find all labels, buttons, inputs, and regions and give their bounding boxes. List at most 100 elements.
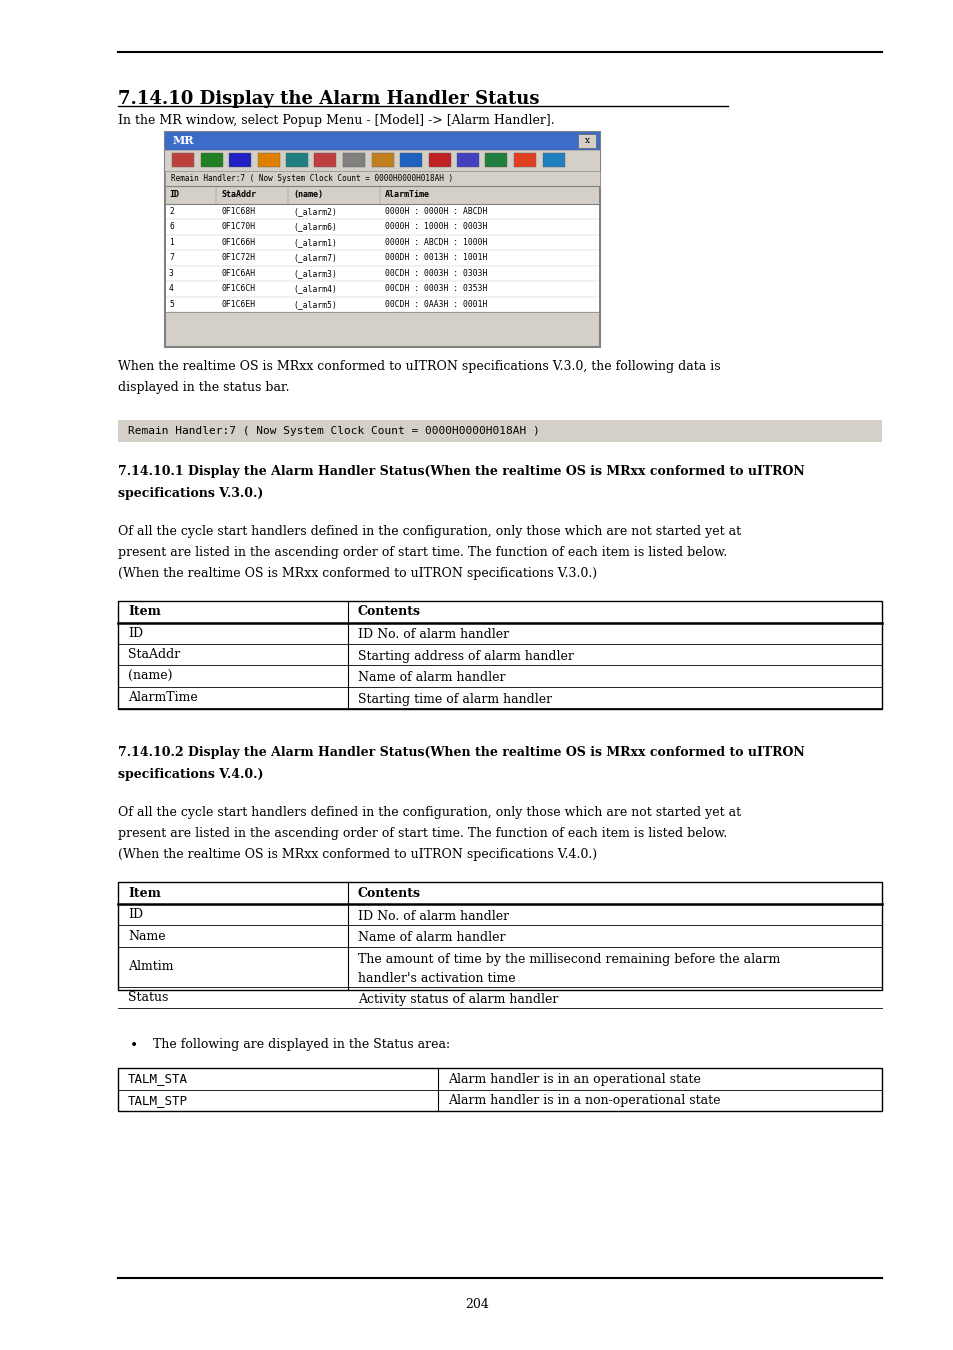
Text: (_alarm2): (_alarm2) [293,207,336,216]
Text: AlarmTime: AlarmTime [128,691,197,705]
Text: ID No. of alarm handler: ID No. of alarm handler [357,910,509,923]
Text: (_alarm3): (_alarm3) [293,269,336,278]
Bar [542,153,564,167]
Text: Alarm handler is in a non-operational state: Alarm handler is in a non-operational st… [448,1094,720,1107]
Text: 7.14.10.1 Display the Alarm Handler Status(When the realtime OS is MRxx conforme: 7.14.10.1 Display the Alarm Handler Stat… [118,464,804,478]
Text: 6: 6 [169,223,173,231]
Text: Name: Name [128,930,166,942]
Text: 000DH : 0013H : 1001H: 000DH : 0013H : 1001H [385,254,487,262]
Text: (_alarm5): (_alarm5) [293,300,336,309]
Text: Contents: Contents [357,605,420,618]
Bar [166,266,598,281]
Text: x: x [584,136,589,146]
Text: TALM_STA: TALM_STA [128,1072,188,1085]
Text: Name of alarm handler: Name of alarm handler [357,931,505,945]
Bar [200,153,222,167]
Bar [166,235,598,250]
Text: (name): (name) [293,190,323,200]
Text: TALM_STP: TALM_STP [128,1094,188,1107]
Text: 5: 5 [169,300,173,309]
Bar [456,153,478,167]
Bar [165,170,599,186]
Text: (name): (name) [128,670,172,683]
Bar [371,153,393,167]
Text: Remain Handler:7 ( Now System Clock Count = 0000H0000H018AH ): Remain Handler:7 ( Now System Clock Coun… [171,174,453,182]
Text: Of all the cycle start handlers defined in the configuration, only those which a: Of all the cycle start handlers defined … [118,806,740,819]
Text: Item: Item [128,887,161,899]
Bar [165,132,599,150]
Text: 7.14.10 Display the Alarm Handler Status: 7.14.10 Display the Alarm Handler Status [118,90,539,108]
Text: 0F1C72H: 0F1C72H [221,254,254,262]
Text: StaAddr: StaAddr [128,648,180,662]
Text: 0F1C66H: 0F1C66H [221,238,254,247]
Bar [399,153,421,167]
Text: 0F1C70H: 0F1C70H [221,223,254,231]
Text: Name of alarm handler: Name of alarm handler [357,671,505,684]
Text: Starting address of alarm handler: Starting address of alarm handler [357,649,574,663]
Text: present are listed in the ascending order of start time. The function of each it: present are listed in the ascending orde… [118,545,726,559]
Text: When the realtime OS is MRxx conformed to uITRON specifications V.3.0, the follo: When the realtime OS is MRxx conformed t… [118,360,720,373]
Text: (_alarm6): (_alarm6) [293,223,336,231]
Bar [166,297,598,312]
Text: (_alarm7): (_alarm7) [293,254,336,262]
Text: specifications V.4.0.): specifications V.4.0.) [118,768,263,782]
Text: Almtim: Almtim [128,960,173,973]
Text: The amount of time by the millisecond remaining before the alarm: The amount of time by the millisecond re… [357,953,780,967]
Text: Item: Item [128,605,161,618]
Text: ID: ID [169,190,179,200]
Text: 0F1C6EH: 0F1C6EH [221,300,254,309]
Bar [578,134,596,147]
Text: 2: 2 [169,207,173,216]
Text: (_alarm4): (_alarm4) [293,285,336,293]
Text: ID No. of alarm handler: ID No. of alarm handler [357,629,509,641]
Text: 00CDH : 0AA3H : 0001H: 00CDH : 0AA3H : 0001H [385,300,487,309]
Bar [343,153,365,167]
Bar [165,150,599,170]
Text: AlarmTime: AlarmTime [385,190,430,200]
Text: 00CDH : 0003H : 0353H: 00CDH : 0003H : 0353H [385,285,487,293]
Bar [428,153,450,167]
Text: 0000H : 0000H : ABCDH: 0000H : 0000H : ABCDH [385,207,487,216]
Text: 4: 4 [169,285,173,293]
Bar [172,153,193,167]
Text: 1: 1 [169,238,173,247]
Text: ID: ID [128,626,143,640]
Text: handler's activation time: handler's activation time [357,972,515,986]
Text: 0F1C68H: 0F1C68H [221,207,254,216]
Text: 0F1C6AH: 0F1C6AH [221,269,254,278]
FancyBboxPatch shape [165,132,599,347]
Bar [118,601,882,709]
Text: (When the realtime OS is MRxx conformed to uITRON specifications V.3.0.): (When the realtime OS is MRxx conformed … [118,567,597,580]
Bar [166,281,598,297]
Text: displayed in the status bar.: displayed in the status bar. [118,381,289,394]
Text: 0000H : ABCDH : 1000H: 0000H : ABCDH : 1000H [385,238,487,247]
Text: •: • [130,1038,138,1052]
Text: (_alarm1): (_alarm1) [293,238,336,247]
Text: present are listed in the ascending order of start time. The function of each it: present are listed in the ascending orde… [118,828,726,841]
Text: Of all the cycle start handlers defined in the configuration, only those which a: Of all the cycle start handlers defined … [118,525,740,539]
Bar [118,1068,882,1111]
Text: MR: MR [172,135,194,146]
Text: 0F1C6CH: 0F1C6CH [221,285,254,293]
Text: StaAddr: StaAddr [221,190,255,200]
Bar [166,204,598,219]
Text: Status: Status [128,991,168,1004]
Text: 7.14.10.2 Display the Alarm Handler Status(When the realtime OS is MRxx conforme: 7.14.10.2 Display the Alarm Handler Stat… [118,747,804,760]
Text: 0000H : 1000H : 0003H: 0000H : 1000H : 0003H [385,223,487,231]
Bar [118,883,882,990]
Text: 204: 204 [464,1299,489,1311]
Bar [166,186,598,204]
Bar [257,153,279,167]
Text: 00CDH : 0003H : 0303H: 00CDH : 0003H : 0303H [385,269,487,278]
Bar [286,153,308,167]
Bar [166,250,598,266]
Text: 3: 3 [169,269,173,278]
Bar [118,420,882,441]
Bar [514,153,536,167]
Bar [485,153,507,167]
Text: Activity status of alarm handler: Activity status of alarm handler [357,992,558,1006]
Text: (When the realtime OS is MRxx conformed to uITRON specifications V.4.0.): (When the realtime OS is MRxx conformed … [118,849,597,861]
Text: In the MR window, select Popup Menu - [Model] -> [Alarm Handler].: In the MR window, select Popup Menu - [M… [118,113,554,127]
Text: The following are displayed in the Status area:: The following are displayed in the Statu… [152,1038,450,1052]
Text: ID: ID [128,909,143,921]
